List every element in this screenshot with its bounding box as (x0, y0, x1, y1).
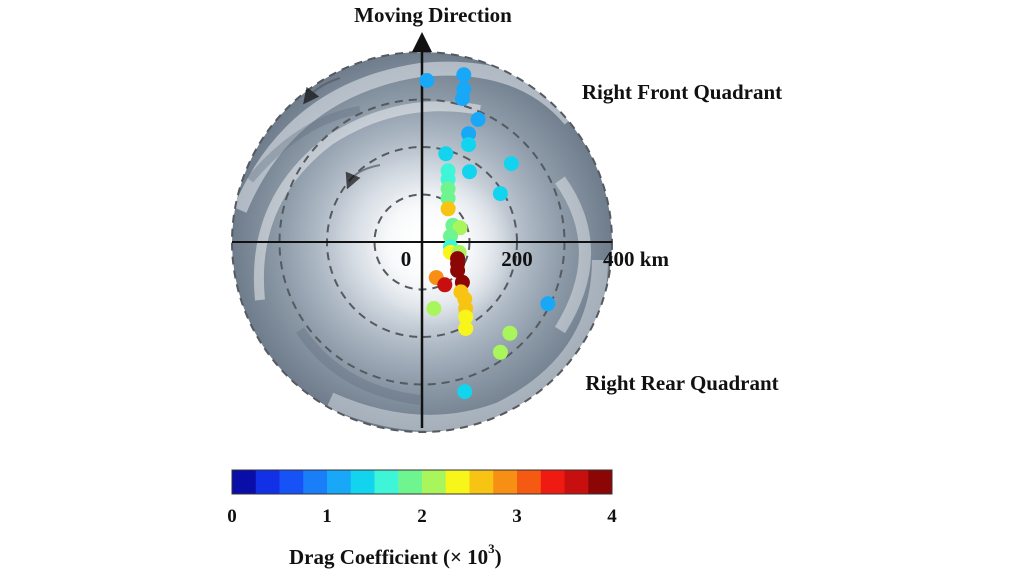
colorbar (232, 470, 613, 494)
data-point (426, 301, 442, 316)
data-point (454, 91, 470, 107)
data-point (437, 277, 453, 293)
colorbar-segment (445, 470, 470, 494)
data-point (458, 320, 474, 336)
colorbar-label-close: ) (495, 545, 502, 569)
data-point (470, 112, 486, 127)
colorbar-segment (517, 470, 542, 494)
data-point (492, 344, 508, 360)
colorbar-label-main: Drag Coefficient ( (289, 545, 450, 569)
colorbar-segment (350, 470, 375, 494)
data-point (492, 186, 508, 202)
data-point (502, 325, 518, 341)
colorbar-label: Drag Coefficient (× 103) (289, 541, 502, 569)
colorbar-segment (422, 470, 447, 494)
colorbar-tick-0: 0 (227, 506, 237, 527)
distance-label-0: 0 (401, 247, 412, 271)
quadrant-rear-label: Right Rear Quadrant (585, 371, 778, 395)
swirl-arrow-icon (345, 164, 381, 190)
colorbar-segment (374, 470, 399, 494)
colorbar-segment (255, 470, 280, 494)
data-point (457, 384, 473, 400)
swirl-arrow-icon (303, 77, 341, 105)
direction-label: Moving Direction (354, 3, 512, 27)
quadrant-front-label: Right Front Quadrant (582, 80, 782, 104)
colorbar-segment (303, 470, 328, 494)
colorbar-segment (588, 470, 613, 494)
colorbar-segment (564, 470, 589, 494)
data-point (450, 263, 466, 278)
data-point (443, 228, 458, 244)
data-point (456, 67, 472, 83)
drag-points (419, 67, 556, 400)
colorbar-segment (398, 470, 423, 494)
data-point (540, 296, 556, 312)
data-point (461, 126, 477, 142)
data-point (461, 137, 477, 153)
colorbar-segment (279, 470, 304, 494)
colorbar-segment (469, 470, 494, 494)
data-point (503, 156, 519, 172)
distance-label-400: 400 km (603, 247, 669, 271)
colorbar-tick-1: 1 (322, 506, 332, 527)
data-point (419, 73, 435, 88)
colorbar-segment (540, 470, 565, 494)
colorbar-segment (232, 470, 257, 494)
colorbar-frame (231, 469, 613, 495)
colorbar-tick-2: 2 (417, 506, 427, 527)
colorbar-segment (327, 470, 352, 494)
data-point (438, 146, 454, 162)
colorbar-tick-4: 4 (607, 506, 617, 527)
distance-label-200: 200 (501, 247, 533, 271)
colorbar-label-times: × 10 (450, 545, 488, 569)
data-point (440, 201, 456, 217)
data-point (458, 309, 474, 325)
colorbar-tick-3: 3 (512, 506, 522, 527)
data-point (462, 164, 477, 180)
colorbar-label-exp: 3 (488, 541, 495, 556)
colorbar-segment (493, 470, 518, 494)
data-point (440, 190, 456, 206)
